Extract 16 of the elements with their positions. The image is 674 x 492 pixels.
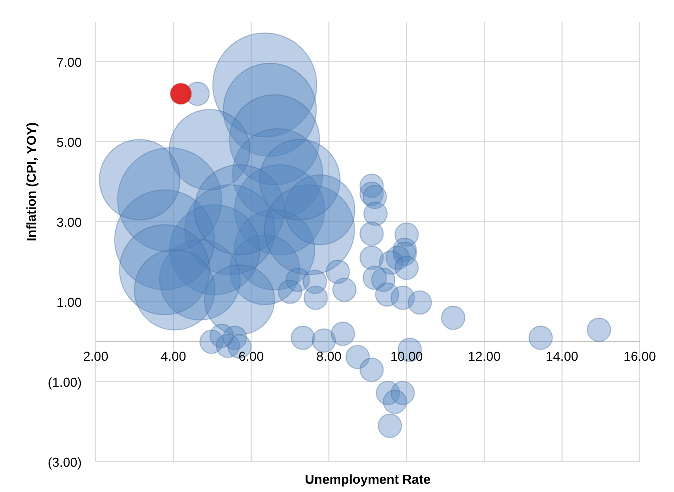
y-tick-label: 3.00 [56, 215, 82, 230]
y-tick-label: (1.00) [48, 375, 82, 390]
y-tick-label: 7.00 [56, 55, 82, 70]
y-tick-label: (3.00) [48, 455, 82, 470]
x-tick-label: 6.00 [238, 349, 264, 364]
x-tick-label: 2.00 [83, 349, 109, 364]
x-tick-label: 14.00 [546, 349, 579, 364]
x-tick-label: 4.00 [161, 349, 186, 364]
y-tick-label: 1.00 [56, 295, 82, 310]
x-tick-label: 10.00 [390, 349, 424, 364]
x-tick-label: 16.00 [624, 349, 656, 364]
y-axis-title: Inflation (CPI, YOY) [24, 122, 39, 242]
x-tick-label: 8.00 [316, 349, 342, 364]
y-tick-label: 5.00 [56, 135, 82, 150]
x-axis-title: Unemployment Rate [305, 472, 431, 487]
x-tick-label: 12.00 [468, 349, 501, 364]
